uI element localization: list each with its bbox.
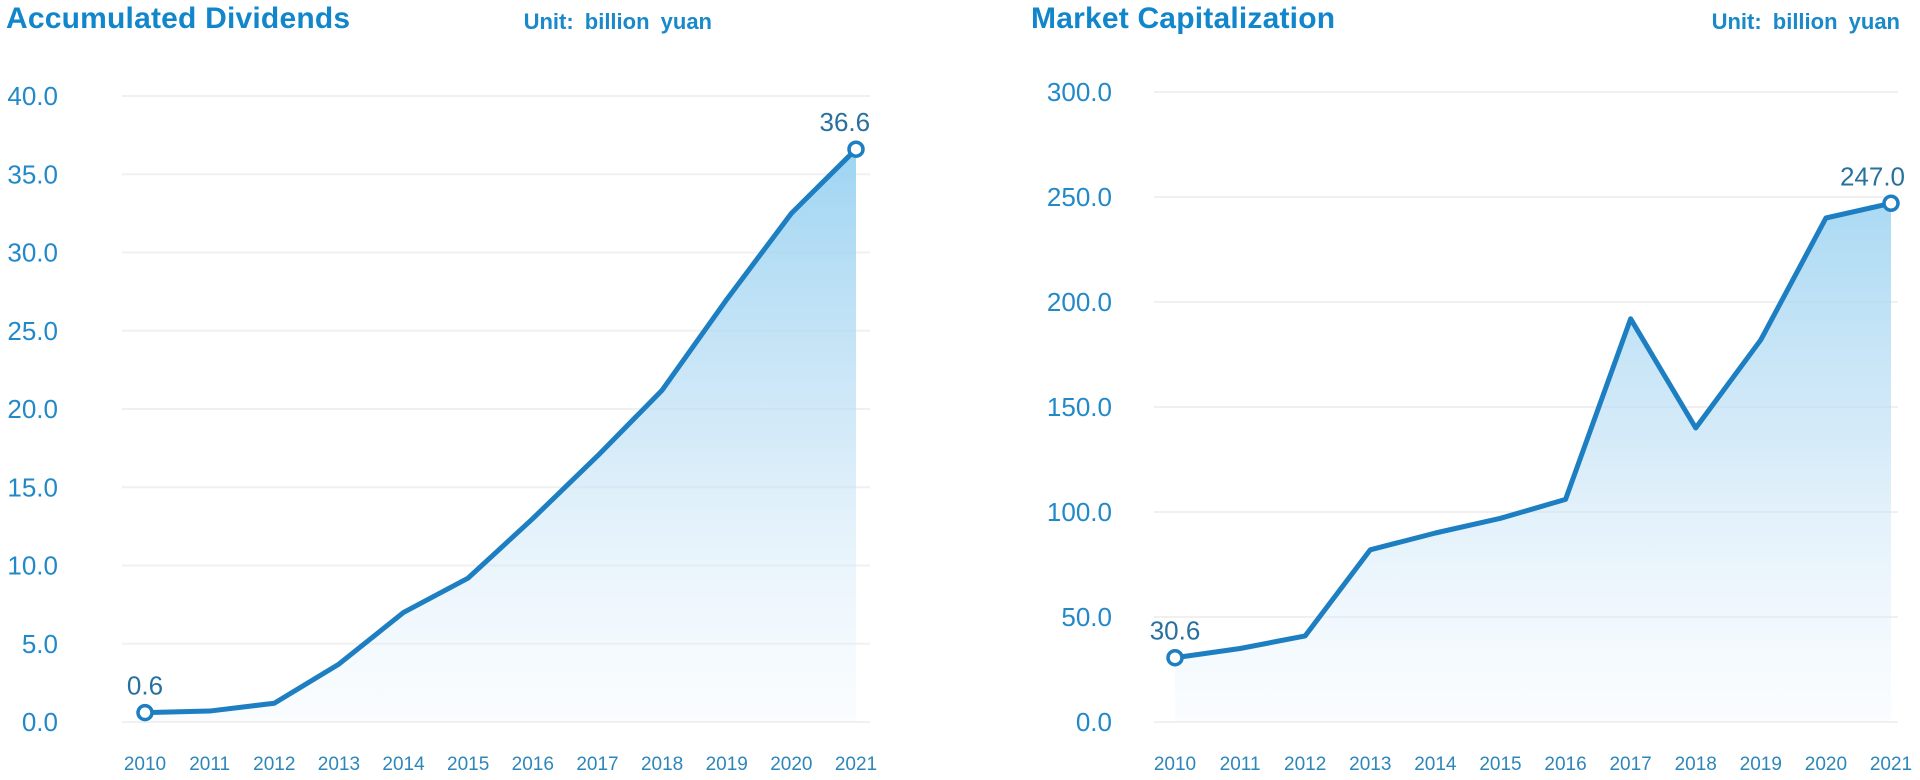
accumulated-dividends-unit-label: Unit: billion yuan — [523, 9, 712, 34]
first-point-value-label: 0.6 — [127, 671, 163, 701]
last-point-value-label: 36.6 — [819, 107, 870, 137]
market-capitalization-title: Market Capitalization — [1031, 2, 1336, 35]
last-point-value-label: 247.0 — [1840, 161, 1905, 191]
x-axis-label: 2019 — [1740, 754, 1782, 775]
x-axis-label: 2013 — [1349, 754, 1391, 775]
market-capitalization-chart: 0.0 50.0 100.0 150.0 200.0 250.0 300.0 30.6 247.… — [1047, 77, 1912, 775]
x-axis-label: 2021 — [1870, 754, 1912, 775]
last-point-marker — [1882, 194, 1900, 213]
accumulated-dividends-chart: 0.0 5.0 10.0 15.0 20.0 25.0 30.0 35.0 40.0 0.6 36.… — [7, 81, 877, 775]
y-axis-label: 20.0 — [7, 394, 58, 424]
x-axis-label: 2014 — [1414, 754, 1457, 775]
x-axis-label: 2017 — [1609, 754, 1651, 775]
y-axis-label: 250.0 — [1047, 182, 1112, 212]
x-axis-label: 2012 — [253, 754, 295, 775]
x-axis-label: 2020 — [770, 754, 812, 775]
x-axis-label: 2016 — [1544, 754, 1586, 775]
x-axis-label: 2015 — [1479, 754, 1521, 775]
y-axis-label: 150.0 — [1047, 392, 1112, 422]
x-axis-label: 2019 — [706, 754, 748, 775]
first-point-marker — [136, 703, 154, 722]
x-axis-label: 2010 — [1154, 754, 1196, 775]
area-fill — [145, 149, 856, 722]
y-axis-label: 40.0 — [7, 81, 58, 111]
first-point-value-label: 30.6 — [1150, 616, 1201, 646]
area-fill — [1175, 203, 1891, 723]
x-axis-label: 2010 — [124, 754, 166, 775]
y-axis-label: 15.0 — [7, 472, 58, 502]
y-axis-label: 50.0 — [1061, 602, 1112, 632]
y-axis-label: 0.0 — [22, 707, 58, 737]
x-axis-label: 2014 — [382, 754, 425, 775]
x-axis-label: 2012 — [1284, 754, 1326, 775]
last-point-marker — [847, 140, 865, 158]
y-axis-label: 10.0 — [7, 551, 58, 581]
market-capitalization-unit-label: Unit: billion yuan — [1711, 9, 1900, 34]
accumulated-dividends-title: Accumulated Dividends — [6, 2, 351, 35]
y-axis-label: 35.0 — [7, 159, 58, 189]
x-axis-label: 2020 — [1805, 754, 1847, 775]
y-axis-label: 200.0 — [1047, 287, 1112, 317]
y-axis-label: 300.0 — [1047, 77, 1112, 107]
trend-line — [1172, 200, 1894, 661]
x-axis-label: 2013 — [318, 754, 360, 775]
x-axis-label: 2016 — [512, 754, 554, 775]
x-axis-label: 2011 — [189, 754, 230, 775]
y-axis-label: 25.0 — [7, 316, 58, 346]
x-axis-label: 2011 — [1220, 754, 1261, 775]
x-axis-label: 2021 — [835, 754, 877, 775]
y-axis-label: 5.0 — [22, 629, 58, 659]
x-axis-label: 2017 — [576, 754, 618, 775]
y-axis-label: 30.0 — [7, 238, 58, 268]
x-axis-label: 2018 — [641, 754, 683, 775]
trend-line — [142, 146, 859, 716]
y-axis-label: 0.0 — [1076, 707, 1112, 737]
x-axis-label: 2018 — [1675, 754, 1717, 775]
first-point-marker — [1166, 648, 1184, 667]
x-axis-label: 2015 — [447, 754, 489, 775]
y-axis-label: 100.0 — [1047, 497, 1112, 527]
